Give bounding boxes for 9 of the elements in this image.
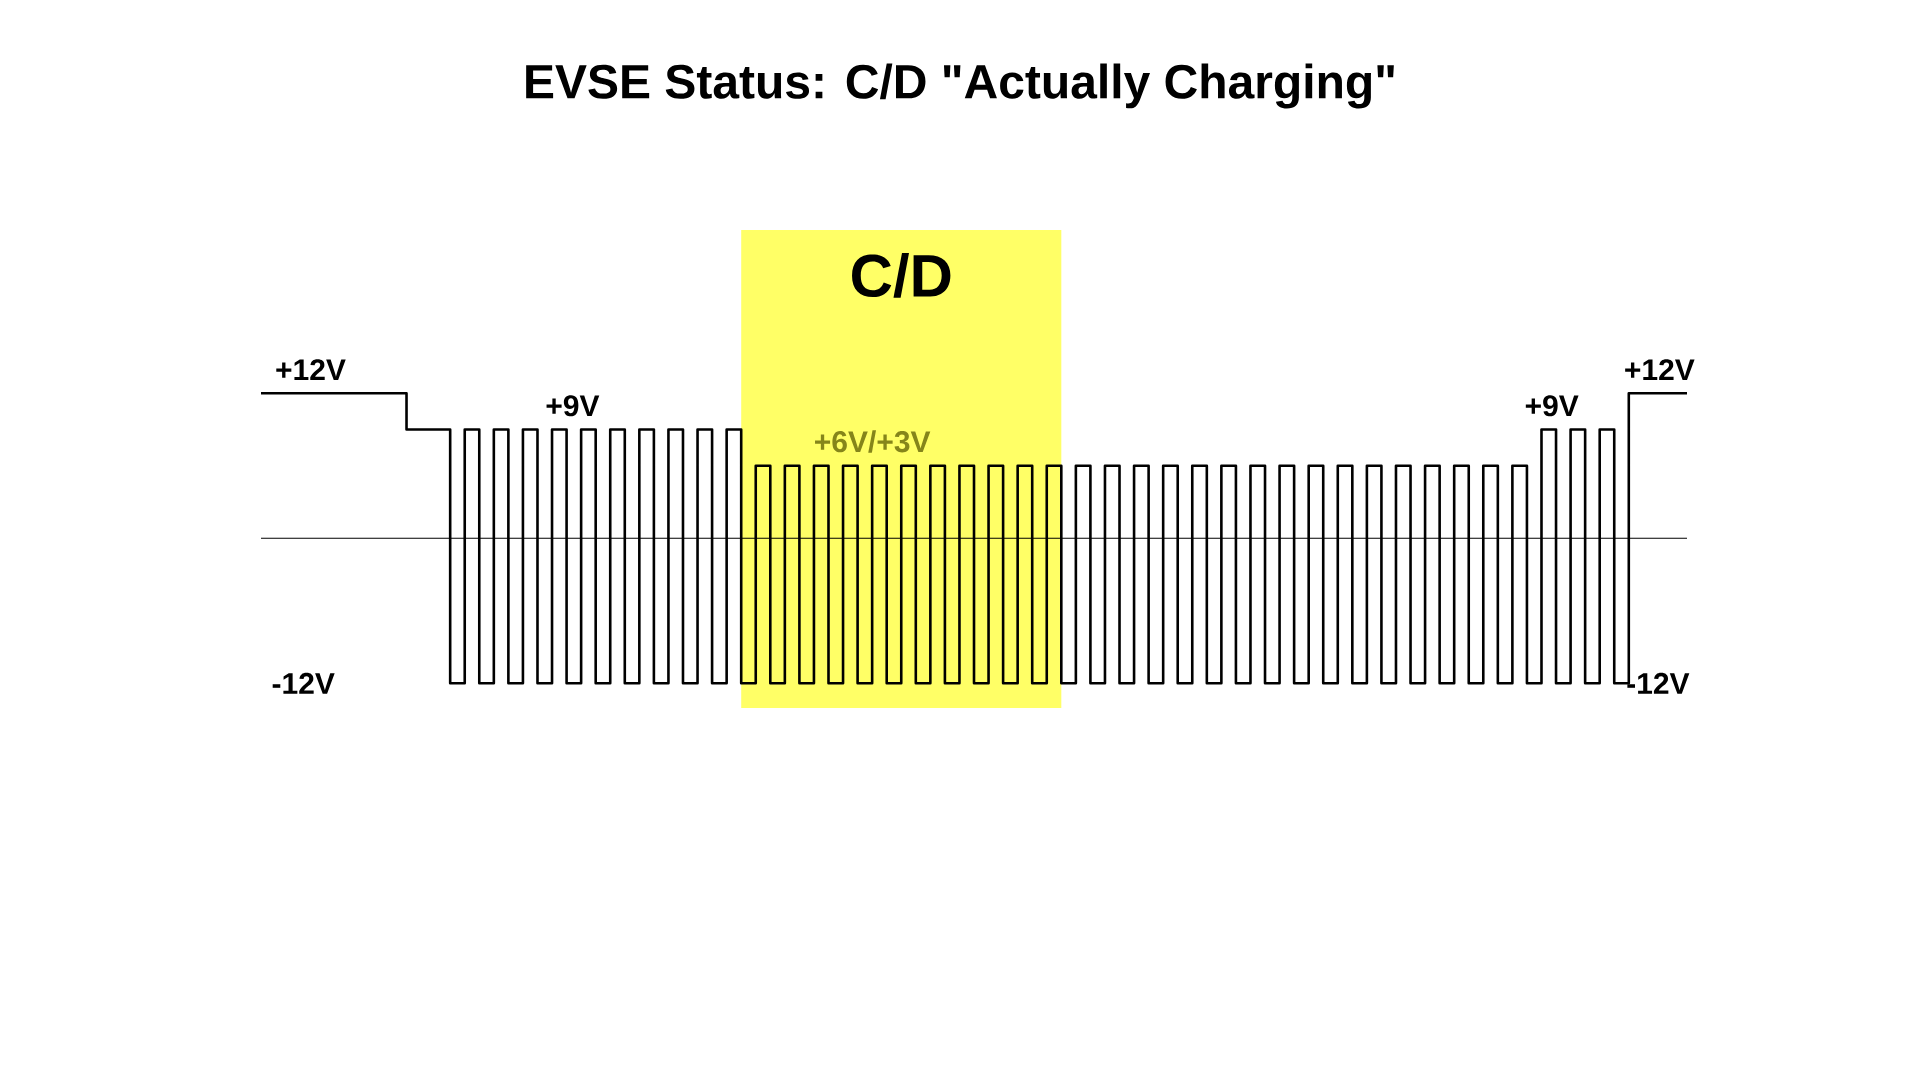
annotation: -12V [272, 672, 335, 694]
annotation: +9V [1525, 395, 1579, 417]
chart-title: EVSE Status: C/D "Actually Charging" [526, 63, 1394, 109]
text: C/D [852, 253, 951, 298]
annotation: +6V/+3V [815, 430, 931, 453]
text: +12V [276, 359, 346, 381]
text: +12V [1625, 359, 1695, 381]
annotation: +9V [546, 395, 600, 417]
annotation: -12V [1627, 672, 1690, 694]
